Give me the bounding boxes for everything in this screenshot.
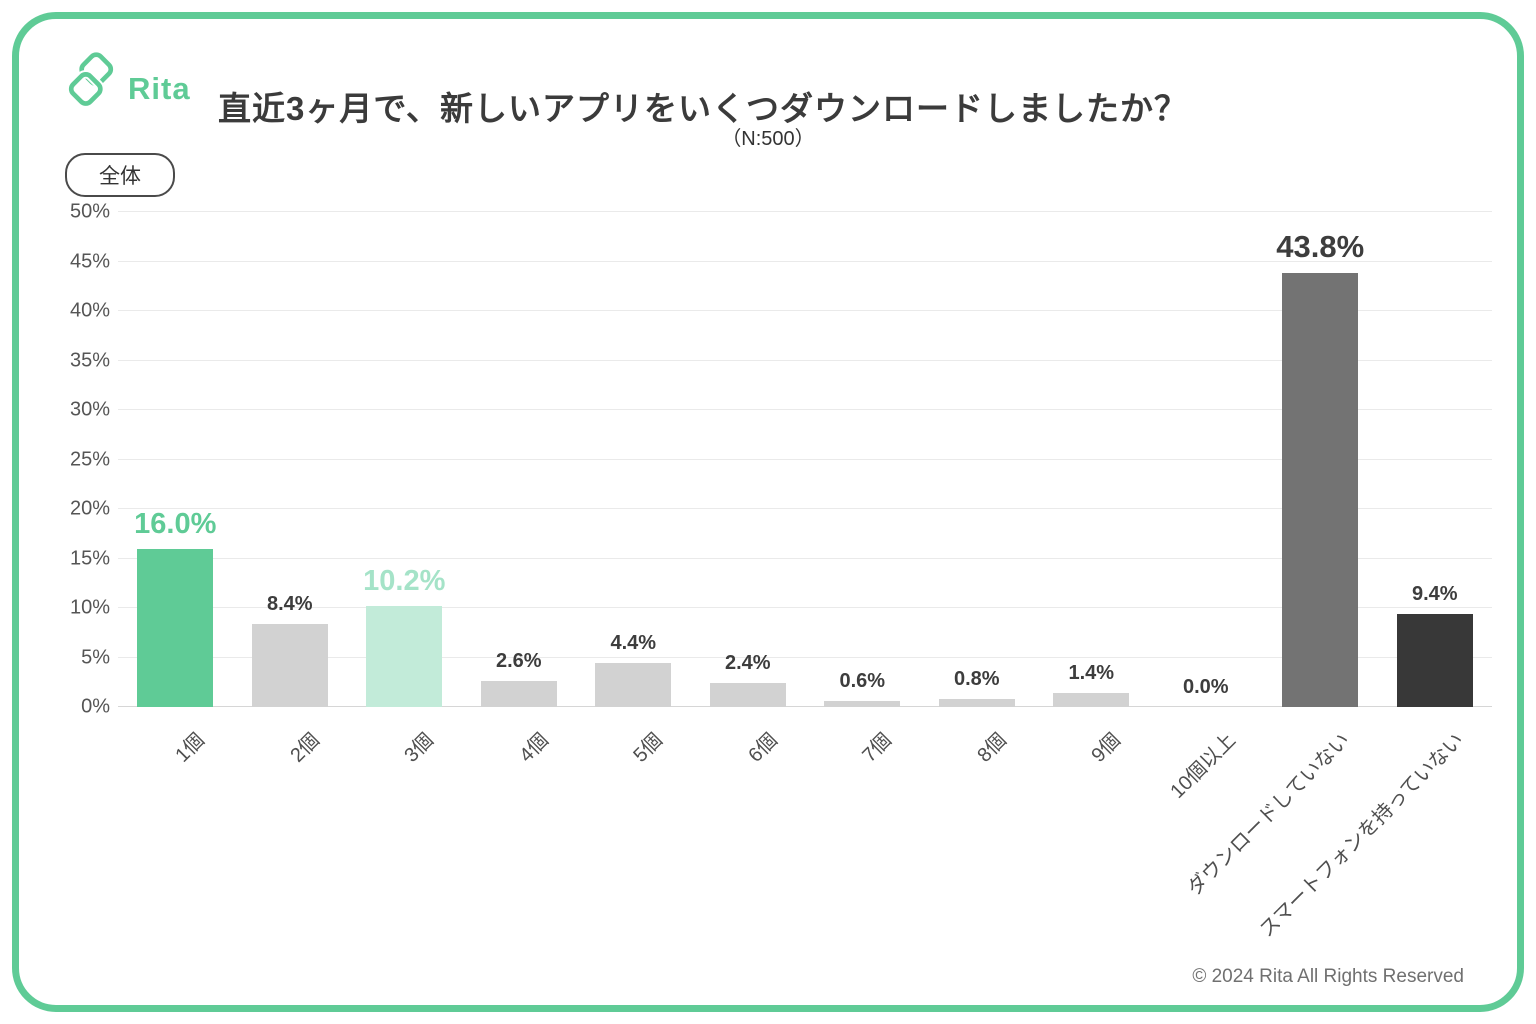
x-axis-label: 1個 <box>171 729 210 767</box>
bar-value-label: 16.0% <box>134 507 217 540</box>
bar-value-label: 4.4% <box>610 632 657 655</box>
bar-value-label: 0.6% <box>839 670 886 693</box>
x-axis-label: 4個 <box>514 729 553 767</box>
bar <box>709 683 786 707</box>
x-axis-label: 9個 <box>1087 729 1126 767</box>
plot-area: 16.0% 8.4% 10.2% 2.6% 4.4% 2.4% 0.6% 0.8% 1.4% 0.… <box>118 211 1493 707</box>
gridline <box>118 656 1492 658</box>
x-axis-label: スマートフォンを持っていない <box>1256 729 1469 942</box>
bar <box>1053 693 1130 707</box>
bar-value-label: 8.4% <box>266 592 313 615</box>
x-axis-label: 7個 <box>858 729 897 767</box>
y-axis-tick-label: 45% <box>69 250 110 272</box>
bar-column: 4.4% <box>576 212 691 707</box>
x-axis-label: 3個 <box>400 729 439 767</box>
bar-column: 10.2% <box>347 212 462 707</box>
bar <box>366 606 443 707</box>
gridline <box>118 706 1492 707</box>
y-axis-tick-label: 10% <box>69 596 110 619</box>
bar-column: 0.0% <box>1149 212 1264 707</box>
gridline <box>118 310 1492 311</box>
sample-size-label: （N:500） <box>721 128 815 150</box>
bar-value-label: 2.4% <box>724 652 771 675</box>
rita-logo-icon <box>66 52 114 108</box>
bar <box>1396 613 1473 707</box>
bar-column: 8.4% <box>233 212 348 707</box>
gridline <box>118 458 1492 460</box>
gridline <box>118 359 1492 361</box>
infographic-card <box>12 12 1524 1012</box>
bar-value-label: 0.8% <box>953 668 1000 691</box>
x-axis-label: 8個 <box>972 729 1011 767</box>
bar <box>251 623 328 707</box>
y-axis-tick-label: 30% <box>69 398 110 421</box>
bar-column: 0.6% <box>805 212 920 707</box>
y-axis-tick-label: 35% <box>69 349 110 371</box>
x-axis: 1個 2個 3個 4個 5個 6個 7個 8個 9個 10個以上 ダウンロードしていない スマートフォ… <box>118 707 1492 1007</box>
filter-badge-overall[interactable]: 全体 <box>65 153 175 197</box>
bar <box>938 699 1015 707</box>
bar <box>1282 273 1359 707</box>
bar-value-label: 0.0% <box>1182 676 1229 698</box>
bar-value-label: 2.6% <box>495 650 542 673</box>
y-axis-tick-label: 5% <box>81 646 110 668</box>
y-axis-tick-label: 50% <box>69 200 110 223</box>
bar-column: 2.4% <box>691 212 806 707</box>
y-axis: 0% 5% 10% 15% 20% 25% 30% 35% 40% 45% 50% <box>0 201 110 718</box>
gridline <box>118 260 1492 262</box>
rita-logo: Rita <box>62 50 191 114</box>
x-axis-label: 6個 <box>743 729 782 767</box>
y-axis-tick-label: 40% <box>69 299 110 322</box>
y-axis-tick-label: 20% <box>69 497 110 520</box>
page-title: 直近3ヶ月で、新しいアプリをいくつダウンロードしましたか？ <box>218 90 1189 128</box>
gridline <box>118 211 1492 212</box>
x-axis-label: 5個 <box>629 729 668 767</box>
bar <box>595 663 672 707</box>
y-axis-tick-label: 25% <box>69 448 110 470</box>
bar-column: 16.0% <box>118 212 233 707</box>
x-axis-label: 2個 <box>285 729 324 767</box>
gridline <box>118 557 1492 559</box>
bar-column: 1.4% <box>1034 212 1149 707</box>
bar-value-label: 43.8% <box>1276 229 1365 265</box>
bar <box>824 701 901 707</box>
bar-column: 43.8% <box>1263 212 1378 707</box>
bar-value-label: 1.4% <box>1068 662 1115 685</box>
rita-logo-text: Rita <box>128 71 191 106</box>
y-axis-tick-label: 15% <box>69 547 110 569</box>
bar-column: 0.8% <box>920 212 1035 707</box>
x-axis-label: 10個以上 <box>1165 729 1240 803</box>
y-axis-tick-label: 0% <box>81 695 110 718</box>
bar <box>137 548 214 707</box>
gridline <box>118 508 1492 509</box>
gridline <box>118 607 1492 608</box>
bar-column: 9.4% <box>1378 212 1493 707</box>
copyright-text: © 2024 Rita All Rights Reserved <box>1192 966 1464 987</box>
bar-value-label: 9.4% <box>1411 582 1458 605</box>
bar-value-label: 10.2% <box>363 565 446 598</box>
gridline <box>118 409 1492 410</box>
bar-column: 2.6% <box>462 212 577 707</box>
bar <box>480 681 557 707</box>
